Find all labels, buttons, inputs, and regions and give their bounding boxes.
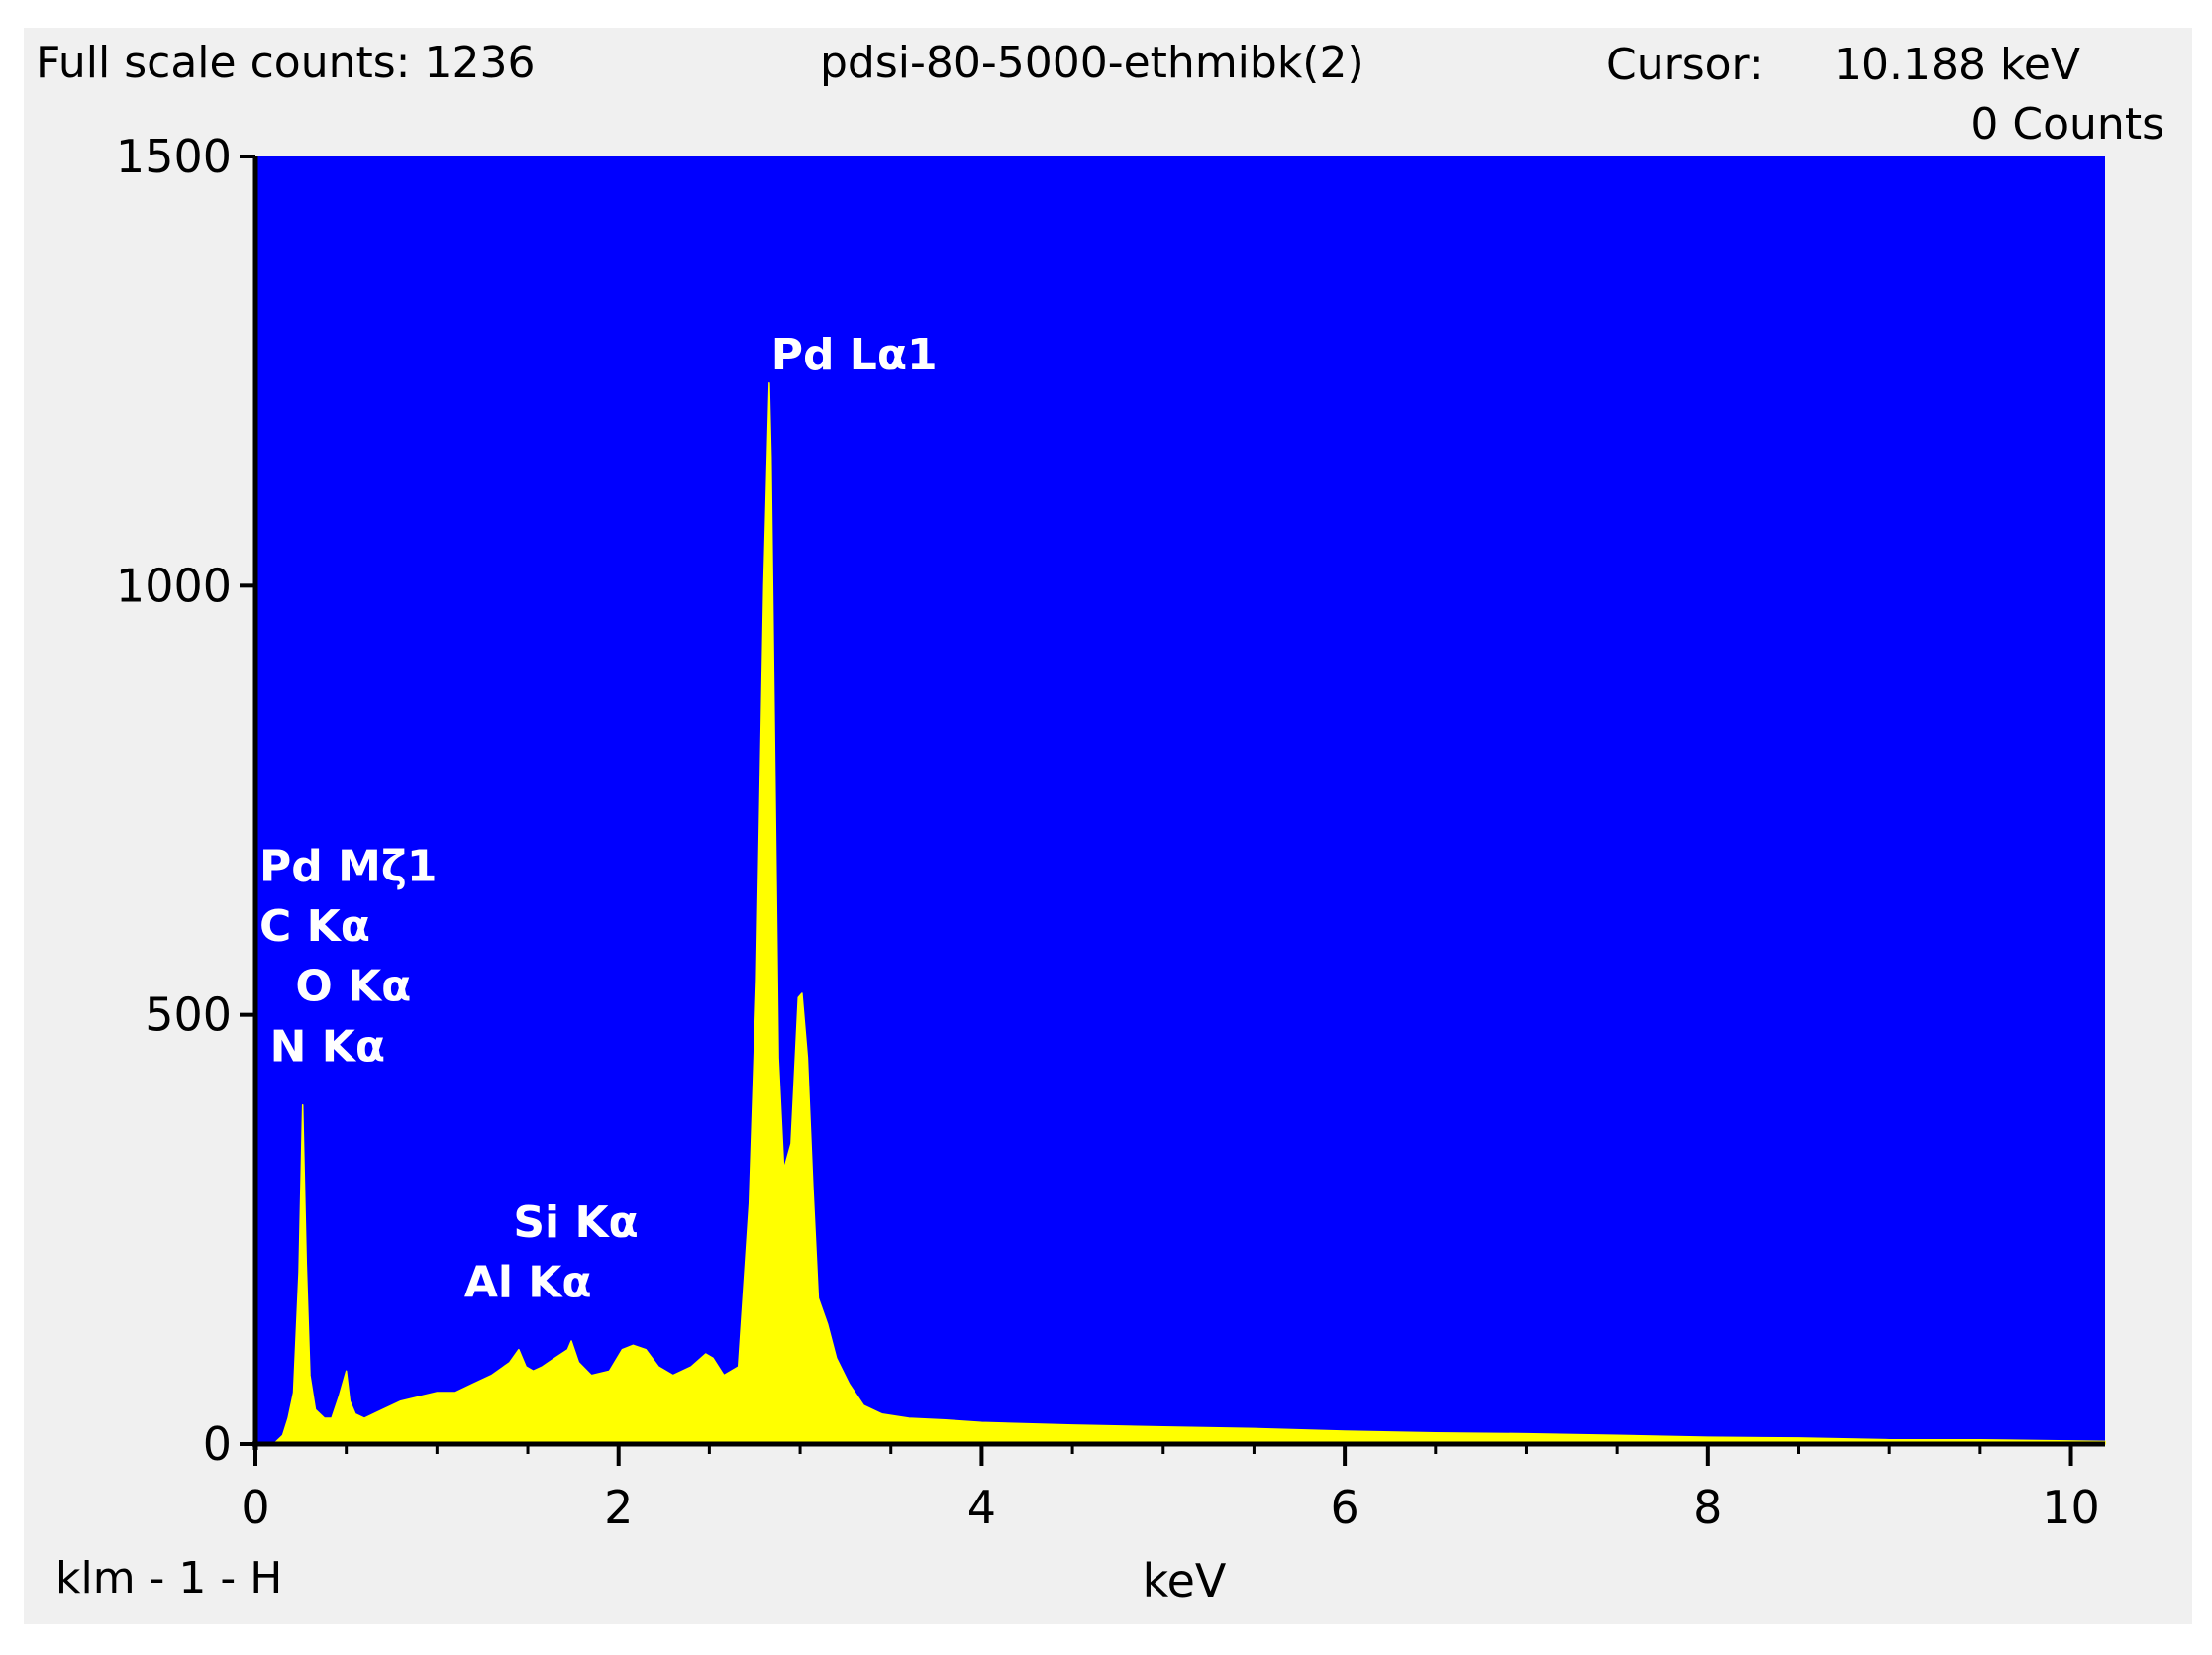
spectrum-title: pdsi-80-5000-ethmibk(2): [820, 38, 1364, 88]
y-tick-label: 1000: [116, 559, 232, 612]
y-tick-label: 500: [145, 988, 232, 1042]
x-tick-label: 10: [2042, 1481, 2100, 1534]
cursor-value: 10.188 keV: [1834, 40, 2081, 90]
peak-label: Si Kα: [513, 1197, 638, 1248]
spectrum-series: [254, 382, 2106, 1445]
y-tick-label: 1500: [116, 130, 232, 183]
peak-label: Pd Mζ1: [259, 841, 437, 891]
detector-label: klm - 1 - H: [55, 1553, 283, 1603]
peak-label: Pd Lα1: [771, 330, 938, 380]
peak-label: Al Kα: [464, 1258, 592, 1308]
cursor-counts: 0 Counts: [1970, 99, 2164, 150]
x-tick-label: 0: [241, 1481, 269, 1534]
peak-label: N Kα: [270, 1021, 385, 1072]
x-tick-label: 4: [967, 1481, 996, 1534]
peak-label: O Kα: [295, 962, 411, 1012]
y-tick-label: 0: [203, 1417, 232, 1471]
cursor-label: Cursor:: [1606, 40, 1763, 90]
plot-area: [255, 156, 2105, 1444]
x-axis-label: keV: [1143, 1554, 1227, 1607]
peak-label: C Kα: [259, 901, 370, 952]
x-tick-label: 8: [1693, 1481, 1722, 1534]
full-scale-counts: Full scale counts: 1236: [36, 38, 536, 88]
x-tick-label: 2: [604, 1481, 633, 1534]
x-tick-label: 6: [1330, 1481, 1358, 1534]
